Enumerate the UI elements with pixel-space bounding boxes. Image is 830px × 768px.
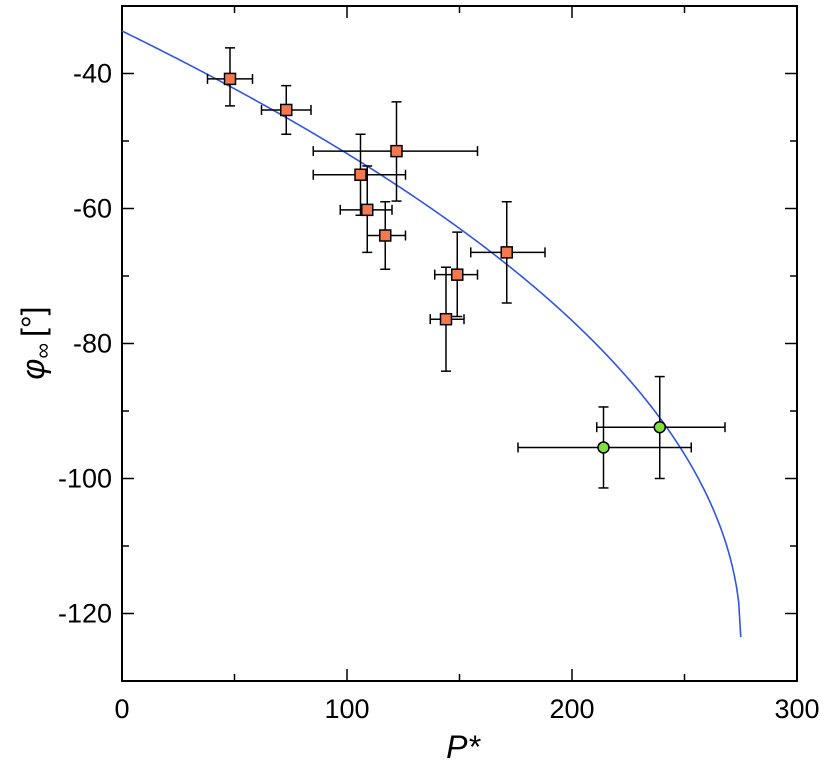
y-tick-label: -120 xyxy=(58,599,112,629)
data-points xyxy=(206,47,726,489)
square-point xyxy=(312,101,479,202)
square-marker xyxy=(223,72,237,86)
y-tick-label: -40 xyxy=(73,59,112,89)
square-point xyxy=(470,201,546,304)
x-tick-label: 100 xyxy=(324,694,369,724)
x-tick-label: 200 xyxy=(549,694,594,724)
square-point xyxy=(366,201,407,270)
circle-marker xyxy=(597,441,610,454)
y-tick-label: -60 xyxy=(73,194,112,224)
circle-point xyxy=(517,406,692,489)
y-tick-label: -80 xyxy=(73,329,112,359)
square-marker xyxy=(390,144,403,158)
axis-ticks xyxy=(121,5,798,682)
y-tick-label: -100 xyxy=(58,464,112,494)
square-point xyxy=(434,231,479,318)
square-marker xyxy=(280,103,293,117)
square-marker xyxy=(451,268,464,281)
y-axis-symbol: φ xyxy=(15,359,51,380)
square-point xyxy=(312,133,407,216)
square-point xyxy=(206,47,254,107)
square-marker xyxy=(361,203,374,217)
axis-tick-labels: 0 100 200 300 -40 -60 -80 -100 -120 xyxy=(58,59,820,725)
y-axis-subscript: ∞ xyxy=(30,343,55,359)
square-point xyxy=(260,84,312,135)
plot-frame xyxy=(121,5,798,682)
square-marker xyxy=(500,246,513,259)
fit-curve xyxy=(121,30,742,638)
x-tick-label: 0 xyxy=(114,694,129,724)
y-axis-title: φ∞ [°] xyxy=(15,306,55,379)
circle-point xyxy=(596,375,726,480)
x-tick-label: 300 xyxy=(774,694,819,724)
x-axis-title: P* xyxy=(446,729,481,765)
square-marker xyxy=(379,229,392,242)
x-axis-title-text: P* xyxy=(446,729,481,765)
square-marker xyxy=(354,168,367,181)
square-marker xyxy=(439,312,453,326)
circle-marker xyxy=(653,420,666,434)
square-point xyxy=(429,266,465,372)
y-axis-unit: [°] xyxy=(15,306,51,337)
